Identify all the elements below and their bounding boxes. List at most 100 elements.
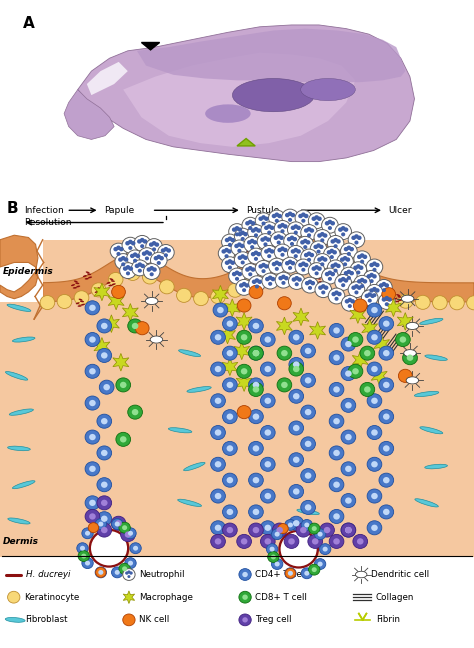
Circle shape (274, 244, 291, 260)
Circle shape (345, 299, 349, 303)
Circle shape (284, 276, 289, 281)
Circle shape (320, 523, 335, 537)
Circle shape (341, 430, 356, 444)
Circle shape (133, 259, 137, 262)
Circle shape (161, 248, 165, 253)
Circle shape (329, 249, 334, 253)
Circle shape (251, 268, 255, 272)
Ellipse shape (144, 257, 148, 259)
Circle shape (301, 225, 318, 240)
Circle shape (310, 241, 327, 257)
Circle shape (308, 535, 322, 548)
Ellipse shape (12, 481, 35, 489)
Ellipse shape (258, 264, 262, 266)
Circle shape (363, 270, 380, 286)
Circle shape (328, 226, 332, 230)
Circle shape (134, 235, 151, 251)
Circle shape (241, 237, 245, 241)
Ellipse shape (95, 291, 99, 293)
Circle shape (301, 469, 316, 483)
Circle shape (343, 262, 347, 266)
Circle shape (398, 294, 413, 308)
Polygon shape (385, 299, 401, 317)
Ellipse shape (401, 295, 414, 302)
Circle shape (131, 241, 136, 246)
Circle shape (262, 261, 276, 275)
Circle shape (277, 248, 282, 252)
Circle shape (314, 253, 331, 270)
Circle shape (349, 271, 354, 275)
Circle shape (228, 237, 232, 241)
Circle shape (158, 244, 174, 260)
Ellipse shape (284, 278, 288, 280)
Text: Fibroblast: Fibroblast (26, 616, 68, 625)
Ellipse shape (246, 251, 250, 253)
Ellipse shape (284, 259, 288, 261)
Ellipse shape (365, 292, 368, 294)
Ellipse shape (265, 270, 269, 273)
Circle shape (296, 226, 301, 230)
Text: Neutrophil: Neutrophil (139, 570, 184, 579)
Circle shape (254, 233, 258, 237)
Circle shape (274, 213, 279, 217)
Circle shape (255, 278, 259, 283)
Circle shape (328, 270, 332, 275)
Circle shape (319, 544, 331, 555)
Circle shape (97, 496, 112, 510)
Circle shape (225, 238, 229, 242)
Ellipse shape (75, 283, 79, 284)
Circle shape (97, 414, 112, 428)
Circle shape (247, 240, 252, 244)
Circle shape (379, 283, 383, 288)
Circle shape (291, 213, 295, 217)
Circle shape (313, 253, 328, 268)
Circle shape (345, 498, 352, 503)
Ellipse shape (393, 297, 397, 300)
Circle shape (227, 413, 233, 420)
Circle shape (387, 297, 392, 302)
Circle shape (344, 271, 348, 275)
Circle shape (310, 228, 314, 233)
Circle shape (88, 523, 99, 533)
Circle shape (240, 254, 245, 259)
Circle shape (210, 362, 226, 376)
Circle shape (338, 227, 343, 232)
Circle shape (264, 264, 269, 269)
Circle shape (255, 260, 272, 276)
Circle shape (293, 520, 300, 526)
Circle shape (291, 226, 295, 230)
Circle shape (252, 279, 256, 284)
Polygon shape (222, 358, 238, 376)
Polygon shape (137, 29, 405, 82)
Ellipse shape (304, 254, 308, 256)
Circle shape (147, 251, 152, 256)
Circle shape (329, 535, 344, 548)
Ellipse shape (247, 254, 251, 256)
Circle shape (400, 336, 406, 343)
Circle shape (268, 282, 272, 286)
Circle shape (330, 272, 335, 276)
Circle shape (261, 426, 275, 439)
Circle shape (296, 249, 301, 253)
Circle shape (159, 280, 174, 294)
Ellipse shape (299, 270, 302, 273)
Circle shape (432, 295, 447, 310)
Circle shape (115, 570, 120, 575)
Circle shape (264, 430, 271, 435)
Circle shape (320, 262, 324, 266)
Circle shape (301, 219, 305, 223)
Ellipse shape (275, 254, 279, 256)
Circle shape (253, 323, 259, 329)
Circle shape (347, 297, 352, 302)
Circle shape (236, 279, 252, 295)
Circle shape (271, 555, 276, 559)
Circle shape (294, 276, 299, 281)
Circle shape (280, 246, 285, 251)
Circle shape (295, 283, 299, 286)
Circle shape (157, 261, 161, 265)
Circle shape (260, 237, 265, 242)
Circle shape (264, 398, 271, 404)
Circle shape (97, 512, 112, 526)
Circle shape (366, 259, 383, 275)
Ellipse shape (146, 297, 158, 305)
